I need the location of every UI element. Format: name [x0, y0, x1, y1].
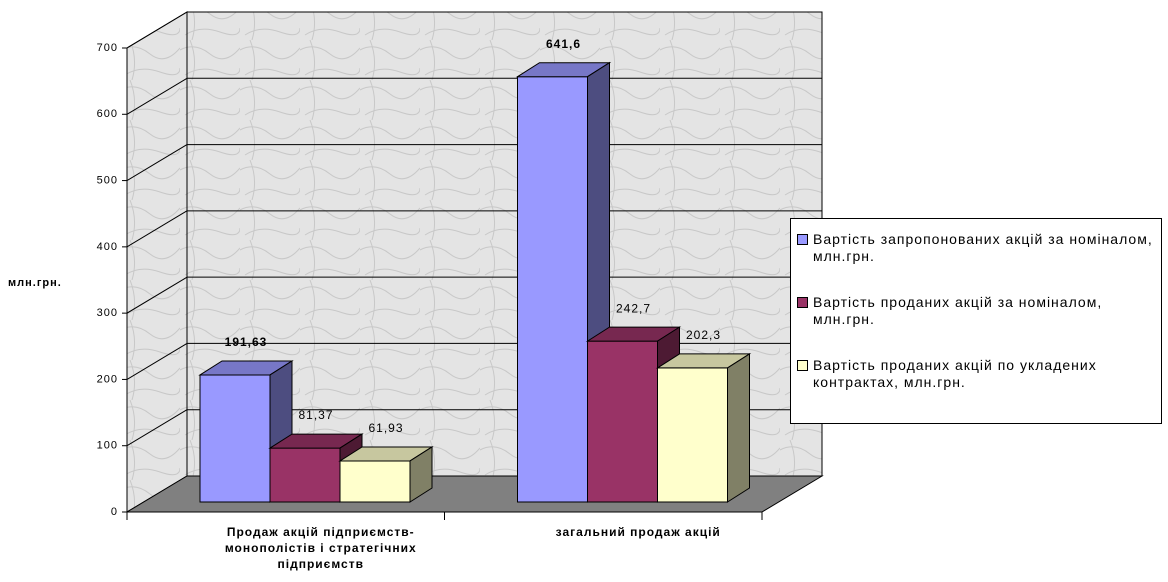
legend-item: Вартість проданих акцій за номіналом, мл… [797, 294, 1163, 328]
legend-label: Вартість проданих акцій по укладених кон… [813, 357, 1097, 390]
bar [269, 447, 341, 503]
grid-line [126, 342, 188, 380]
grid-line [126, 77, 188, 115]
data-label: 242,7 [616, 301, 651, 315]
grid-line [126, 276, 188, 314]
legend-item: Вартість запропонованих акцій за номінал… [797, 231, 1163, 265]
data-label: 641,6 [546, 37, 581, 51]
bar [339, 460, 411, 503]
y-tick-label: 0 [111, 506, 118, 518]
x-tick-label: Продаж акцій підприємств-монополістів і … [224, 525, 417, 571]
legend-item: Вартість проданих акцій по укладених кон… [797, 357, 1163, 391]
bar-side [727, 352, 750, 503]
x-tick-label: загальний продаж акцій [555, 525, 721, 539]
y-tick-label: 500 [97, 174, 118, 186]
legend-swatch [797, 234, 808, 245]
y-tick-label: 700 [97, 42, 118, 54]
y-tick-label: 200 [97, 373, 118, 385]
bar [199, 374, 271, 503]
data-label: 191,63 [225, 335, 268, 349]
y-tick-label: 100 [97, 440, 118, 452]
legend-swatch [797, 360, 808, 371]
grid-line [126, 409, 188, 447]
legend-swatch [797, 297, 808, 308]
grid-line [126, 11, 188, 49]
data-label: 202,3 [686, 328, 721, 342]
legend-label: Вартість проданих акцій за номіналом, мл… [813, 294, 1103, 327]
data-label: 81,37 [298, 408, 333, 422]
bar-side [409, 446, 433, 503]
data-label: 61,93 [368, 421, 403, 435]
side-wall [126, 11, 188, 513]
bar [587, 340, 658, 503]
bar [517, 76, 588, 503]
y-tick-label: 600 [97, 108, 118, 120]
legend-label: Вартість запропонованих акцій за номінал… [813, 231, 1153, 264]
grid-line [126, 144, 188, 182]
y-axis-label: млн.грн. [8, 277, 62, 289]
legend: Вартість запропонованих акцій за номінал… [790, 218, 1162, 424]
y-tick-label: 400 [97, 241, 118, 253]
bar [657, 367, 728, 503]
grid-line [126, 210, 188, 248]
y-tick-label: 300 [97, 307, 118, 319]
